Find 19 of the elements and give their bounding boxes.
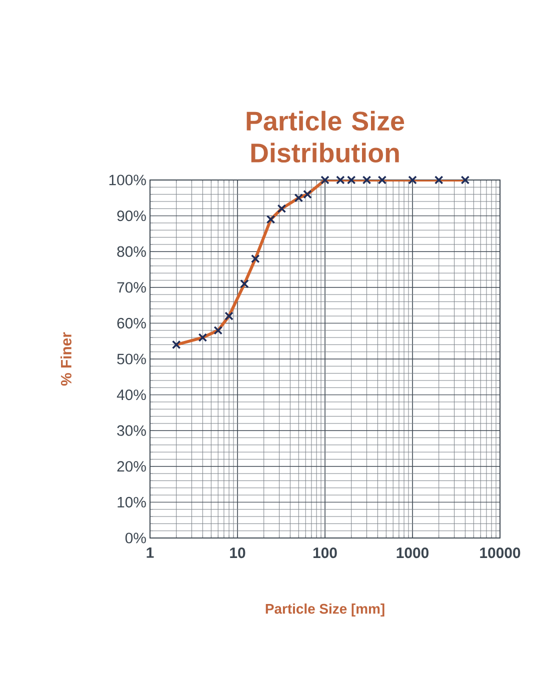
x-tick-label: 100 [313,548,337,558]
y-tick-label: 100% [109,174,146,186]
y-tick-label: 20% [117,461,146,472]
y-axis-title: % Finer [60,332,72,386]
y-tick-label: 70% [117,282,146,293]
y-tick-label: 0% [125,532,146,544]
x-tick-label: 1 [146,548,154,558]
y-tick-label: 30% [117,425,146,436]
y-tick-label: 90% [117,210,146,222]
y-tick-label: 10% [118,496,146,508]
y-tick-label: 80% [117,246,146,257]
x-tick-label: 10 [230,548,246,558]
x-axis-title: Particle Size [mm] [266,604,384,617]
chart-title: Particle Size Distribution [246,110,404,162]
y-tick-label: 40% [116,390,146,400]
y-tick-label: 50% [117,354,146,364]
y-tick-label: 60% [117,318,146,328]
x-tick-label: 10000 [480,548,520,558]
x-tick-label: 1000 [396,548,428,558]
